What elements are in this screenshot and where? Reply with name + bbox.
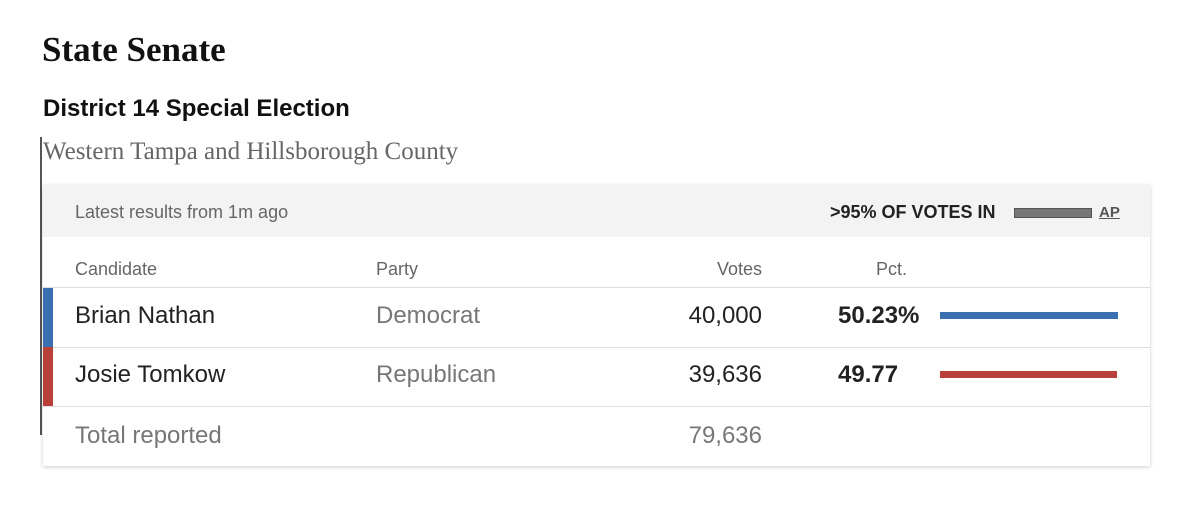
source-link[interactable]: AP bbox=[1099, 204, 1120, 221]
votes: 40,000 bbox=[688, 302, 762, 329]
total-votes: 79,636 bbox=[688, 422, 762, 449]
column-header: Pct. bbox=[876, 259, 908, 279]
column-header: Votes bbox=[716, 259, 762, 279]
results-table: Latest results from 1m ago >95% OF VOTES… bbox=[43, 185, 1150, 466]
description: Western Tampa and Hillsborough County bbox=[43, 138, 459, 165]
rule bbox=[40, 137, 42, 435]
party-strip bbox=[43, 288, 53, 347]
votes: 39,636 bbox=[688, 361, 762, 388]
divider bbox=[43, 406, 1150, 407]
divider bbox=[43, 347, 1150, 348]
candidate: Brian Nathan bbox=[75, 302, 216, 329]
pct-bar bbox=[940, 312, 1119, 319]
column-header: Candidate bbox=[75, 259, 158, 279]
pct: 49.77 bbox=[838, 361, 899, 388]
updated: Latest results from 1m ago bbox=[75, 202, 289, 222]
party: Republican bbox=[376, 361, 497, 388]
progress bbox=[1014, 208, 1092, 218]
candidate: Josie Tomkow bbox=[75, 361, 226, 388]
pct: 50.23% bbox=[838, 302, 920, 329]
title: State Senate bbox=[42, 30, 226, 69]
pct-bar bbox=[940, 371, 1117, 378]
party-strip bbox=[43, 347, 53, 406]
column-header: Party bbox=[376, 259, 419, 279]
divider bbox=[43, 287, 1150, 288]
status-bar bbox=[43, 185, 1150, 237]
party: Democrat bbox=[376, 302, 481, 329]
total-label: Total reported bbox=[75, 422, 222, 449]
reporting: >95% OF VOTES IN bbox=[830, 202, 996, 222]
subtitle: District 14 Special Election bbox=[43, 95, 350, 122]
